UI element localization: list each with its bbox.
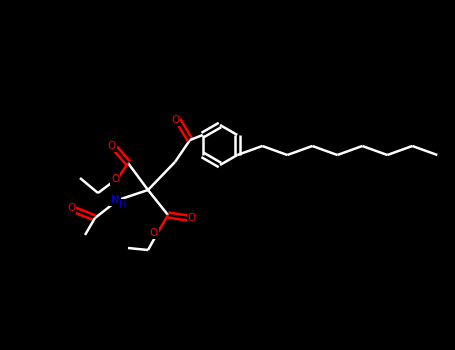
Text: O: O [67,203,75,213]
Text: O: O [108,141,116,151]
Text: O: O [171,115,179,125]
Text: O: O [150,228,158,238]
Text: O: O [188,213,196,223]
Text: O: O [111,174,119,184]
Text: H: H [119,200,126,210]
Text: N: N [111,195,119,205]
